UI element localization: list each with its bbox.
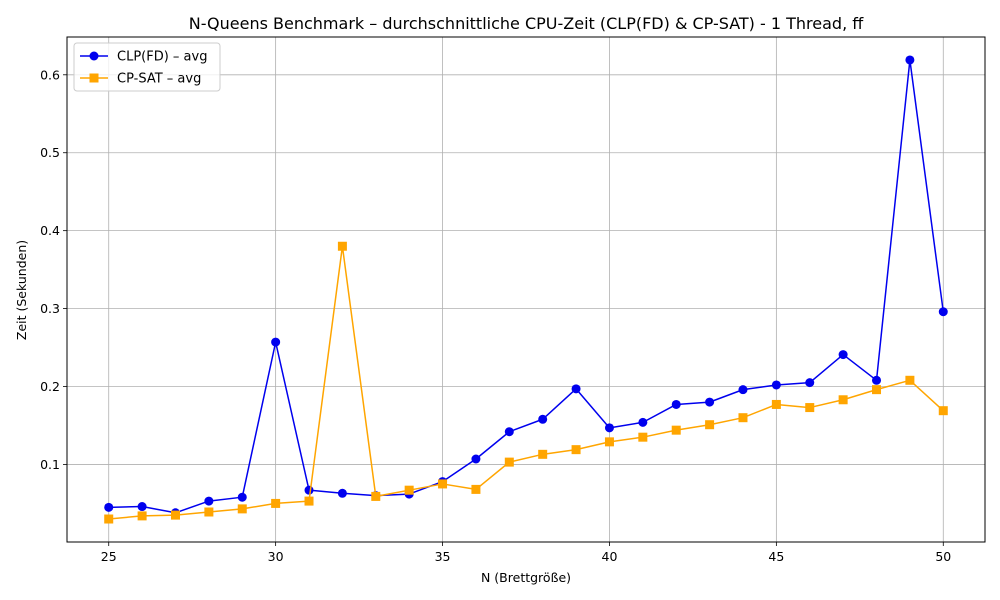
series-1-point — [938, 307, 948, 317]
y-tick-label: 0.5 — [40, 145, 60, 160]
y-tick-label: 0.2 — [40, 379, 60, 394]
series-1-point — [104, 502, 114, 512]
y-axis-label: Zeit (Sekunden) — [14, 240, 29, 340]
series-1-point — [471, 454, 481, 464]
series-2-point — [671, 425, 681, 435]
series-line-1 — [108, 59, 945, 514]
series-2-point — [938, 406, 948, 416]
axis-ticks: 25 30 35 40 45 50 0.1 0.2 0.3 0.4 0.5 0.6 — [40, 67, 951, 564]
series-2-point — [872, 385, 882, 395]
series-2-point — [604, 437, 614, 447]
series-1-point — [604, 423, 614, 433]
series-2-point — [337, 241, 347, 251]
series-2-point — [371, 491, 381, 501]
x-tick-label: 25 — [101, 549, 117, 564]
y-tick-label: 0.3 — [40, 301, 60, 316]
legend-label: CP-SAT – avg — [117, 72, 201, 87]
series-1-point — [304, 485, 314, 495]
series-1-point — [571, 384, 581, 394]
series-2-point — [705, 420, 715, 430]
series-2-point — [471, 484, 481, 494]
series-1-point — [705, 397, 715, 407]
series-1-point — [504, 427, 514, 437]
x-tick-label: 45 — [768, 549, 784, 564]
series-1-point — [204, 496, 214, 506]
series-2-point — [905, 375, 915, 385]
series-1-point — [838, 350, 848, 360]
series-2-point — [738, 413, 748, 423]
series-1-point — [671, 399, 681, 409]
legend: CLP(FD) – avg CP-SAT – avg — [73, 42, 221, 92]
series-1-point — [738, 385, 748, 395]
plot-series — [104, 55, 948, 524]
series-2-point — [538, 449, 548, 459]
series-2-point — [271, 498, 281, 508]
series-1-point — [805, 378, 815, 388]
series-2-point — [838, 395, 848, 405]
series-1-point — [905, 55, 915, 65]
grid-lines — [67, 37, 985, 542]
series-2-point — [504, 457, 514, 467]
series-1-point — [538, 414, 548, 424]
series-1-point — [337, 488, 347, 498]
series-2-point — [204, 507, 214, 517]
series-2-point — [771, 399, 781, 409]
series-2-point — [438, 479, 448, 489]
series-1-point — [271, 337, 281, 347]
series-2-point — [638, 432, 648, 442]
y-tick-label: 0.6 — [40, 67, 60, 82]
series-2-point — [170, 510, 180, 520]
x-tick-label: 30 — [268, 549, 284, 564]
series-2-point — [404, 485, 414, 495]
legend-box — [73, 42, 221, 92]
series-2-point — [304, 496, 314, 506]
series-1-point — [872, 375, 882, 385]
series-2-point — [805, 403, 815, 413]
legend-swatch-marker — [89, 73, 99, 83]
series-1-point — [137, 502, 147, 512]
series-1-point — [638, 417, 648, 427]
y-tick-label: 0.4 — [40, 223, 60, 238]
series-2-point — [137, 511, 147, 521]
series-2-point — [104, 514, 114, 524]
y-tick-label: 0.1 — [40, 457, 60, 472]
series-line-2 — [108, 245, 944, 520]
legend-label: CLP(FD) – avg — [117, 50, 207, 65]
series-1-point — [237, 492, 247, 502]
series-2-point — [237, 504, 247, 514]
series-2-point — [571, 445, 581, 455]
x-axis-label: N (Brettgröße) — [481, 570, 571, 585]
chart-title: N-Queens Benchmark – durchschnittliche C… — [189, 14, 865, 33]
x-tick-label: 40 — [602, 549, 618, 564]
x-tick-label: 50 — [935, 549, 951, 564]
series-1-point — [771, 380, 781, 390]
x-tick-label: 35 — [435, 549, 451, 564]
plot-frame — [66, 36, 986, 543]
legend-swatch-marker — [89, 51, 99, 61]
